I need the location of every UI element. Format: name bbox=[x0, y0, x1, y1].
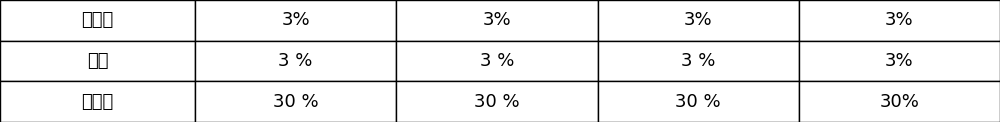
Bar bbox=[396, 41, 598, 81]
Text: 30%: 30% bbox=[879, 93, 919, 111]
Text: 3%: 3% bbox=[885, 11, 914, 29]
Bar bbox=[396, 0, 598, 41]
Bar bbox=[0, 0, 195, 41]
Bar bbox=[799, 41, 1000, 81]
Bar bbox=[0, 41, 195, 81]
Text: 滑石粉: 滑石粉 bbox=[81, 11, 114, 29]
Text: 3%: 3% bbox=[684, 11, 712, 29]
Bar bbox=[195, 0, 396, 41]
Bar bbox=[799, 0, 1000, 41]
Text: 3 %: 3 % bbox=[278, 52, 313, 70]
Bar bbox=[598, 41, 799, 81]
Text: 30 %: 30 % bbox=[273, 93, 318, 111]
Bar bbox=[195, 41, 396, 81]
Bar bbox=[396, 81, 598, 122]
Text: 3%: 3% bbox=[885, 52, 914, 70]
Text: 3%: 3% bbox=[281, 11, 310, 29]
Bar bbox=[799, 81, 1000, 122]
Text: 助剂: 助剂 bbox=[87, 52, 108, 70]
Text: 蔓馏水: 蔓馏水 bbox=[81, 93, 114, 111]
Text: 3%: 3% bbox=[483, 11, 511, 29]
Text: 30 %: 30 % bbox=[675, 93, 721, 111]
Text: 3 %: 3 % bbox=[480, 52, 514, 70]
Bar bbox=[0, 81, 195, 122]
Bar bbox=[195, 81, 396, 122]
Bar bbox=[598, 81, 799, 122]
Text: 30 %: 30 % bbox=[474, 93, 520, 111]
Text: 3 %: 3 % bbox=[681, 52, 715, 70]
Bar bbox=[598, 0, 799, 41]
